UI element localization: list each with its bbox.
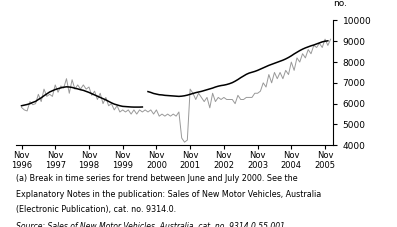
Text: Source: Sales of New Motor Vehicles, Australia, cat. no. 9314.0.55.001.: Source: Sales of New Motor Vehicles, Aus… xyxy=(16,222,287,227)
Text: (Electronic Publication), cat. no. 9314.0.: (Electronic Publication), cat. no. 9314.… xyxy=(16,205,176,215)
Text: no.: no. xyxy=(333,0,347,8)
Text: (a) Break in time series for trend between June and July 2000. See the: (a) Break in time series for trend betwe… xyxy=(16,174,297,183)
Text: Explanatory Notes in the publication: Sales of New Motor Vehicles, Australia: Explanatory Notes in the publication: Sa… xyxy=(16,190,321,199)
